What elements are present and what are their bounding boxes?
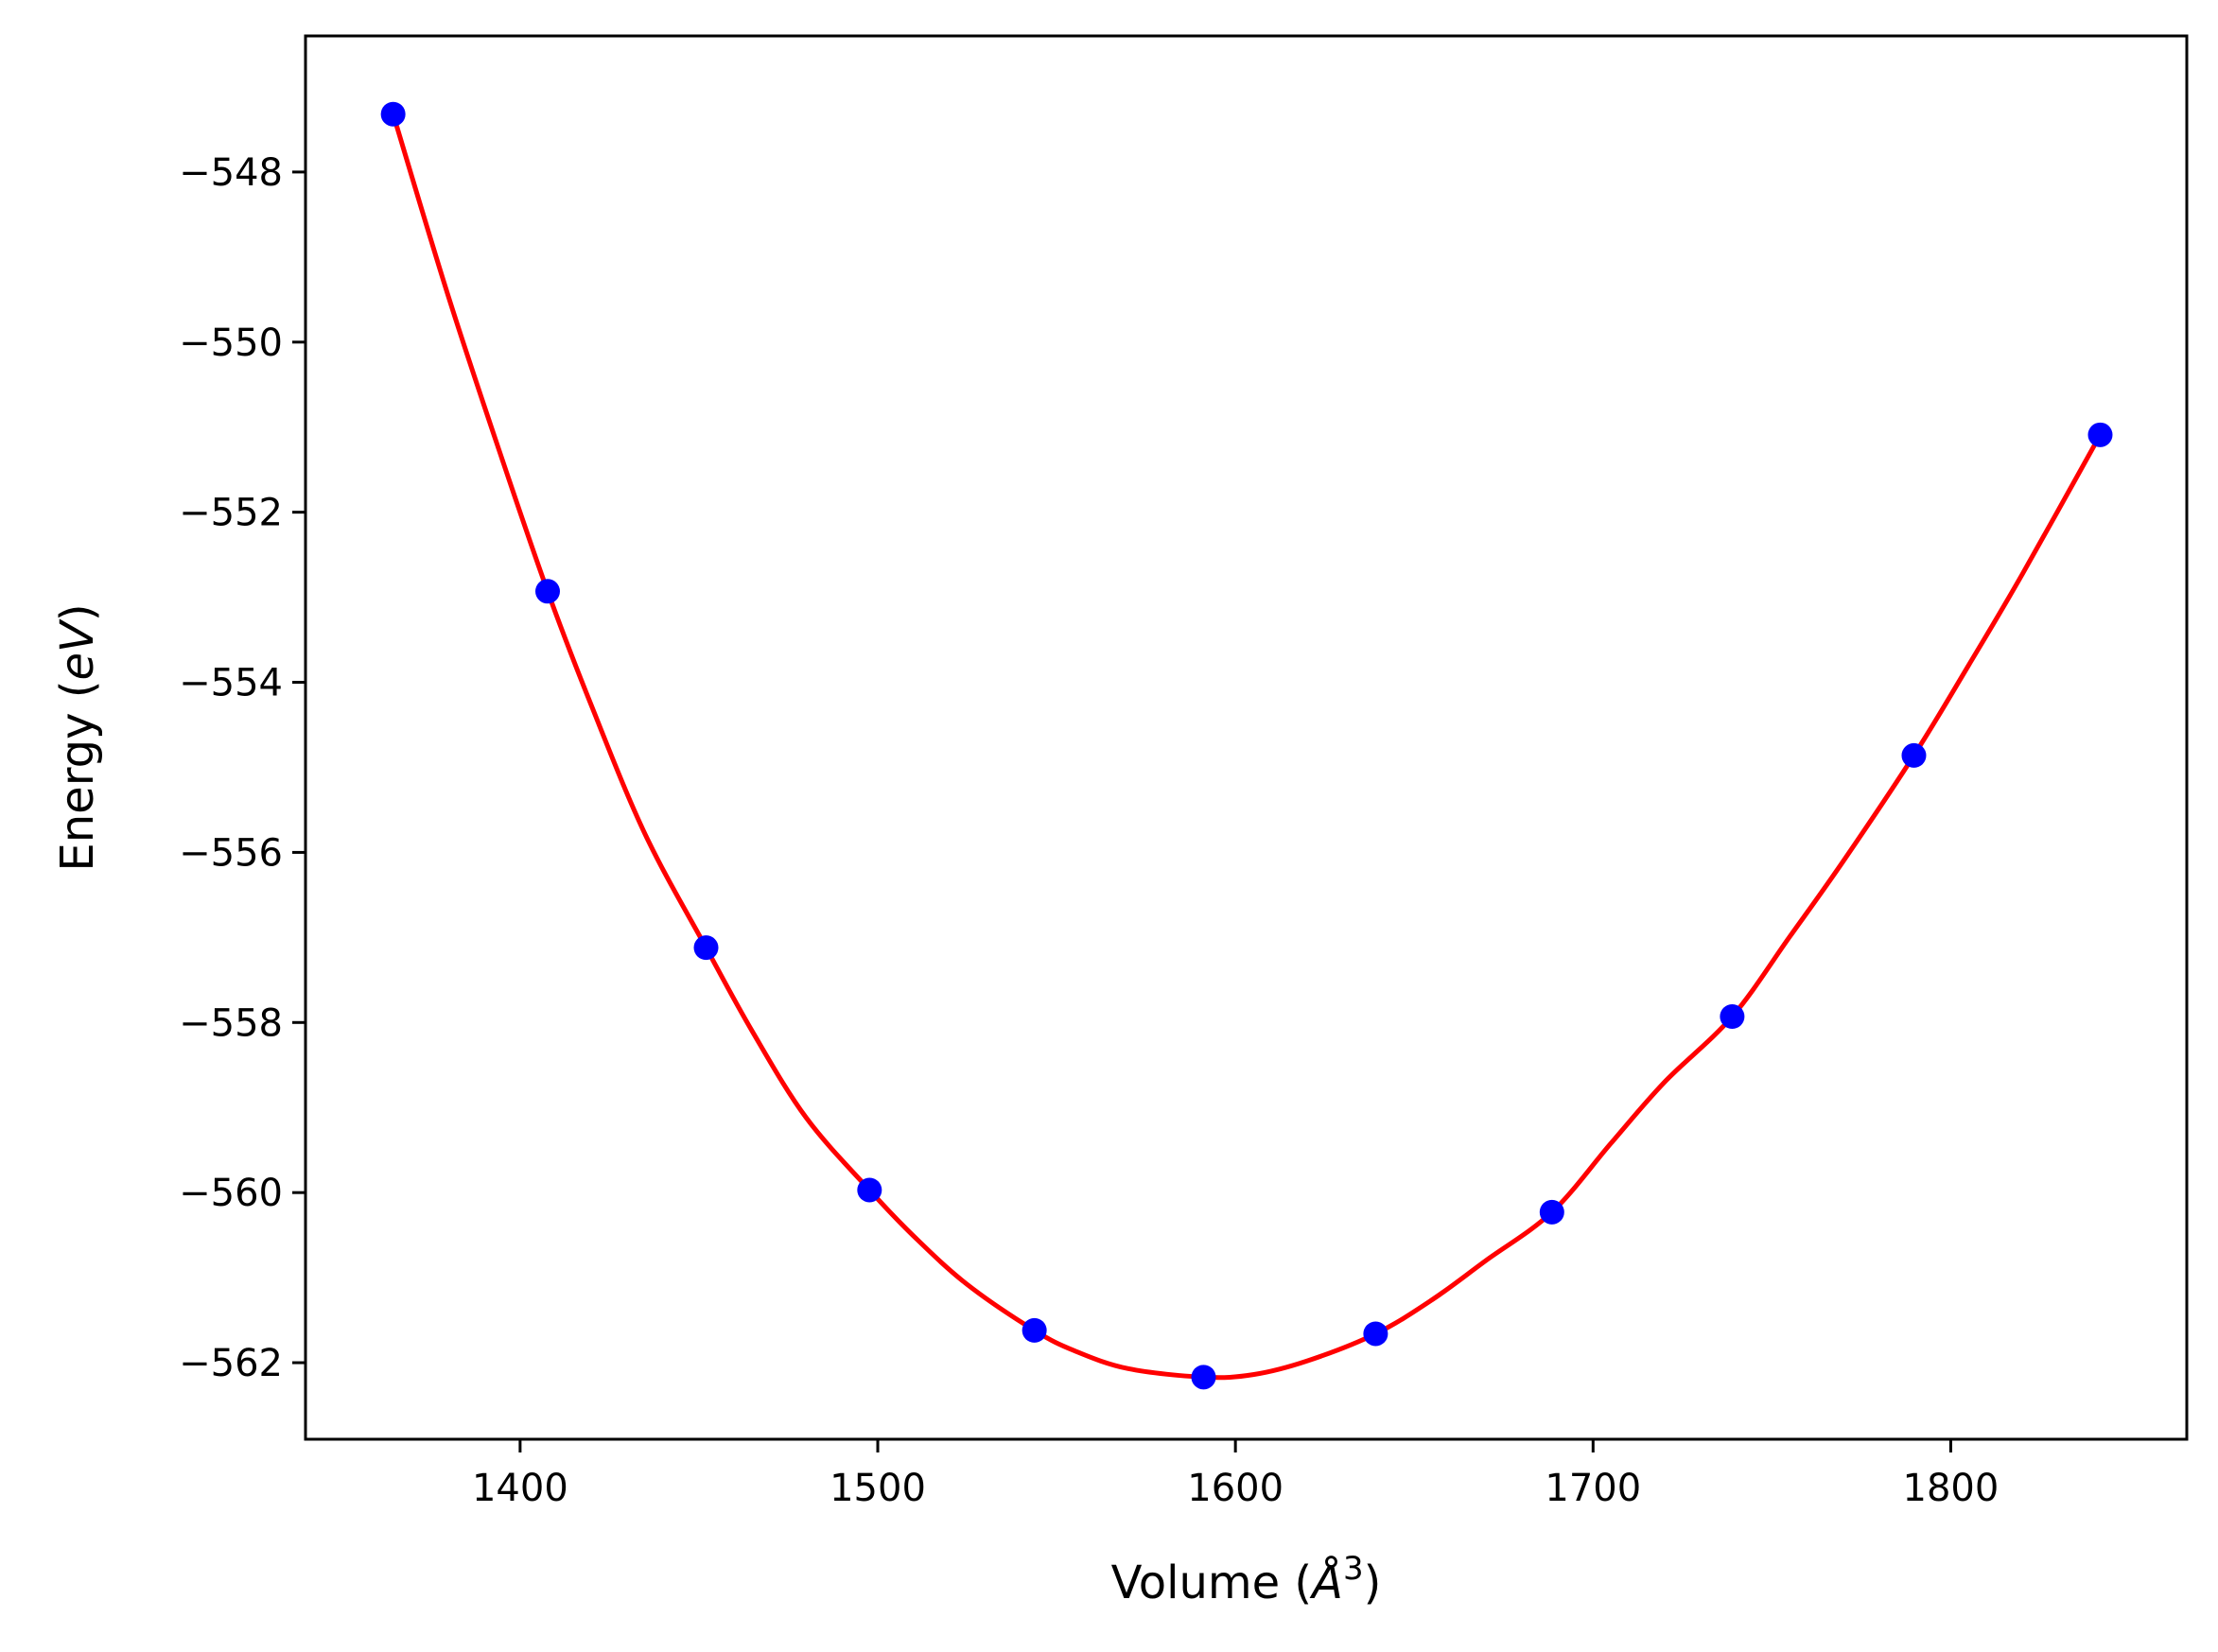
y-axis-ticks: −548 −550 −552 −554 −556 −558 −560 −562 — [179, 151, 306, 1385]
y-axis-label-unit: eV — [51, 618, 104, 681]
x-axis-ticks: 1400 1500 1600 1700 1800 — [472, 1439, 1999, 1510]
x-axis-label-unit: Å — [1309, 1556, 1343, 1609]
x-axis-label-suffix: ) — [1364, 1556, 1382, 1609]
data-point — [693, 935, 719, 961]
y-axis-label: Energy (eV) — [51, 603, 104, 871]
data-point — [1720, 1004, 1745, 1030]
y-tick-label: −562 — [179, 1342, 283, 1385]
y-axis-label-suffix: ) — [51, 603, 104, 621]
data-point — [380, 101, 406, 127]
x-axis-label: Volume (Å3) — [1111, 1550, 1382, 1609]
x-axis-label-prefix: Volume ( — [1111, 1556, 1313, 1609]
x-axis-label-exponent: 3 — [1343, 1550, 1364, 1588]
data-point — [1363, 1321, 1388, 1347]
fit-curve-line — [391, 113, 2103, 1381]
data-point — [1191, 1365, 1216, 1390]
data-point — [1022, 1317, 1047, 1343]
y-tick-label: −554 — [179, 662, 283, 705]
y-tick-label: −558 — [179, 1001, 283, 1045]
data-point — [857, 1177, 882, 1203]
y-tick-label: −548 — [179, 151, 283, 195]
data-point — [2087, 422, 2113, 447]
y-tick-label: −556 — [179, 831, 283, 875]
x-tick-label: 1800 — [1903, 1467, 2000, 1510]
y-tick-label: −560 — [179, 1172, 283, 1215]
plot-area — [380, 101, 2113, 1390]
x-tick-label: 1500 — [830, 1467, 926, 1510]
x-tick-label: 1400 — [472, 1467, 568, 1510]
data-point — [1539, 1199, 1564, 1225]
y-tick-label: −552 — [179, 492, 283, 535]
y-axis-label-prefix: Energy ( — [51, 681, 104, 872]
x-tick-label: 1700 — [1545, 1467, 1641, 1510]
data-point — [1901, 742, 1927, 768]
axes-frame — [304, 34, 2189, 1441]
y-tick-label: −550 — [179, 322, 283, 365]
data-point — [534, 579, 560, 604]
x-tick-label: 1600 — [1187, 1467, 1284, 1510]
